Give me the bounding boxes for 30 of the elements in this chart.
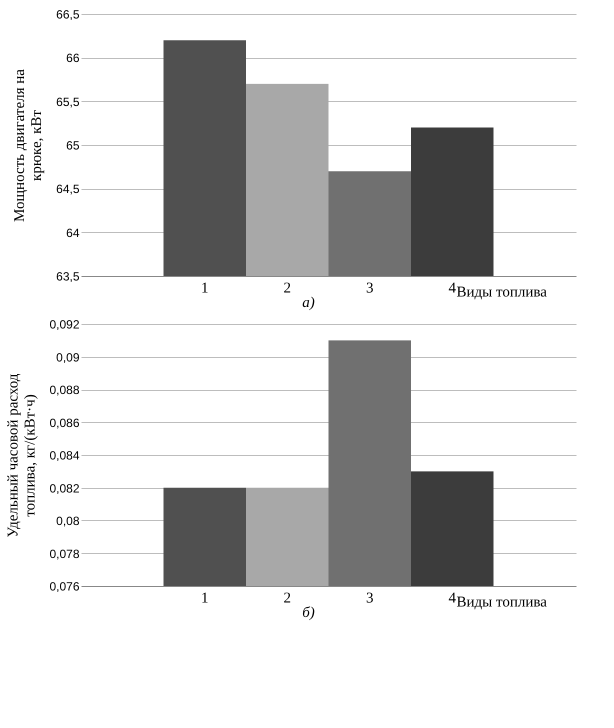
y-tick-label: 64 [66, 226, 80, 240]
y-tick-label: 0,082 [49, 481, 80, 496]
x-tick-label: 4 [448, 590, 456, 606]
y-tick-label: 0,084 [49, 448, 80, 462]
y-tick-label: 0,09 [56, 350, 80, 364]
y-tick-label: 0,076 [49, 580, 80, 594]
y-tick-label: 0,088 [49, 383, 80, 397]
y-tick-label: 64,5 [56, 182, 80, 196]
x-tick-label: 3 [366, 590, 374, 606]
y-tick-label: 65 [66, 138, 80, 152]
y-tick-label: 0,08 [56, 514, 80, 528]
text: б) [302, 605, 315, 621]
y-tick-label: 66 [66, 51, 80, 66]
x-tick-label: 1 [201, 590, 208, 606]
x-axis-title: Виды топлива [456, 284, 548, 300]
text: а) [302, 295, 315, 311]
x-tick-label: 3 [366, 280, 374, 296]
y-tick-label: 66,5 [56, 8, 80, 22]
x-tick-label: 2 [284, 280, 291, 296]
y-tick-label: 0,086 [49, 416, 80, 430]
x-tick-label: 2 [284, 590, 291, 606]
x-axis-title: Виды топлива [456, 594, 548, 610]
y-axis-title: Удельный часовой расход топлива, кг/(кВт·ч) [5, 373, 38, 538]
x-tick-label: 1 [201, 280, 208, 296]
y-tick-label: 65,5 [56, 94, 80, 109]
y-tick-label: 0,078 [49, 546, 80, 561]
y-axis-title: Мощность двигателя на крюке, кВт [12, 68, 46, 222]
x-tick-label: 4 [448, 280, 456, 296]
y-tick-label: 63,5 [56, 270, 80, 284]
y-tick-label: 0,092 [49, 318, 80, 332]
